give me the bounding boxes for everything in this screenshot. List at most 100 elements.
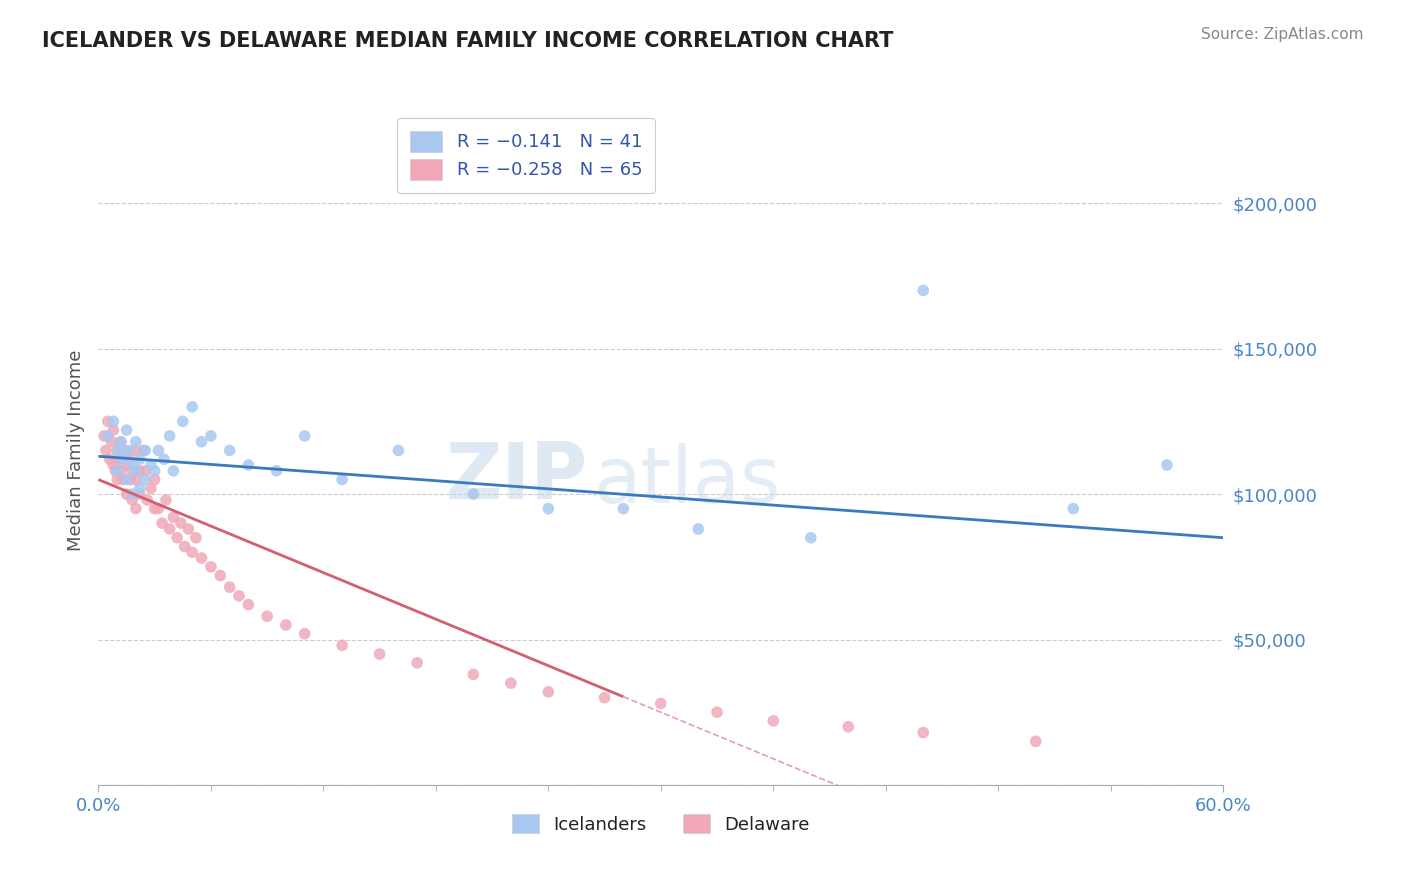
Point xyxy=(170,516,193,531)
Point xyxy=(111,452,134,467)
Point xyxy=(105,443,128,458)
Point xyxy=(115,458,138,472)
Point xyxy=(114,443,136,458)
Point xyxy=(94,443,117,458)
Point xyxy=(650,697,672,711)
Point xyxy=(104,464,127,478)
Point xyxy=(121,458,143,472)
Point xyxy=(105,443,128,458)
Point xyxy=(105,473,128,487)
Point xyxy=(122,443,145,458)
Point xyxy=(190,551,212,566)
Point xyxy=(463,487,485,501)
Point xyxy=(97,414,120,428)
Point xyxy=(155,492,177,507)
Point xyxy=(115,423,138,437)
Point xyxy=(128,481,150,495)
Point xyxy=(228,589,250,603)
Point xyxy=(274,618,297,632)
Point xyxy=(499,676,522,690)
Point xyxy=(706,705,728,719)
Point xyxy=(1156,458,1178,472)
Point xyxy=(837,720,859,734)
Point xyxy=(159,429,181,443)
Point xyxy=(125,464,148,478)
Point xyxy=(166,531,188,545)
Point xyxy=(238,598,260,612)
Point xyxy=(128,452,150,467)
Point xyxy=(200,559,222,574)
Point xyxy=(110,434,132,449)
Point xyxy=(1025,734,1047,748)
Point xyxy=(148,443,170,458)
Y-axis label: Median Family Income: Median Family Income xyxy=(66,350,84,551)
Point xyxy=(139,481,162,495)
Point xyxy=(330,638,353,652)
Point xyxy=(537,501,560,516)
Point xyxy=(177,522,200,536)
Point xyxy=(406,656,429,670)
Point xyxy=(184,531,207,545)
Point xyxy=(105,464,128,478)
Point xyxy=(200,429,222,443)
Point xyxy=(294,429,316,443)
Point xyxy=(218,443,240,458)
Point xyxy=(593,690,616,705)
Point xyxy=(139,458,162,472)
Point xyxy=(93,429,115,443)
Point xyxy=(134,443,156,458)
Text: atlas: atlas xyxy=(593,442,780,518)
Text: Source: ZipAtlas.com: Source: ZipAtlas.com xyxy=(1201,27,1364,42)
Point xyxy=(463,667,485,681)
Point xyxy=(266,464,288,478)
Point xyxy=(181,400,204,414)
Point xyxy=(238,458,260,472)
Point xyxy=(115,487,138,501)
Point xyxy=(110,434,132,449)
Point xyxy=(110,464,132,478)
Point xyxy=(143,473,166,487)
Point xyxy=(128,464,150,478)
Point xyxy=(143,501,166,516)
Point xyxy=(143,464,166,478)
Point xyxy=(136,492,159,507)
Point xyxy=(100,434,122,449)
Point xyxy=(181,545,204,559)
Point xyxy=(387,443,409,458)
Point xyxy=(103,458,125,472)
Point xyxy=(688,522,710,536)
Point xyxy=(162,464,184,478)
Point xyxy=(121,464,143,478)
Point xyxy=(125,473,148,487)
Point xyxy=(912,284,935,298)
Point xyxy=(115,473,138,487)
Point xyxy=(612,501,634,516)
Point xyxy=(134,473,156,487)
Point xyxy=(132,443,155,458)
Point xyxy=(762,714,785,728)
Point xyxy=(209,568,232,582)
Point xyxy=(218,580,240,594)
Point xyxy=(162,510,184,524)
Point xyxy=(121,492,143,507)
Point xyxy=(153,452,176,467)
Point xyxy=(121,487,143,501)
Point xyxy=(117,443,139,458)
Point xyxy=(125,434,148,449)
Point xyxy=(117,452,139,467)
Point xyxy=(108,452,131,467)
Point xyxy=(120,473,142,487)
Point xyxy=(97,429,120,443)
Point xyxy=(111,473,134,487)
Point xyxy=(125,501,148,516)
Point xyxy=(159,522,181,536)
Point xyxy=(256,609,278,624)
Point xyxy=(148,501,170,516)
Point xyxy=(98,452,121,467)
Point xyxy=(537,685,560,699)
Point xyxy=(190,434,212,449)
Point xyxy=(128,487,150,501)
Point xyxy=(800,531,823,545)
Text: ICELANDER VS DELAWARE MEDIAN FAMILY INCOME CORRELATION CHART: ICELANDER VS DELAWARE MEDIAN FAMILY INCO… xyxy=(42,31,894,51)
Text: ZIP: ZIP xyxy=(446,439,588,516)
